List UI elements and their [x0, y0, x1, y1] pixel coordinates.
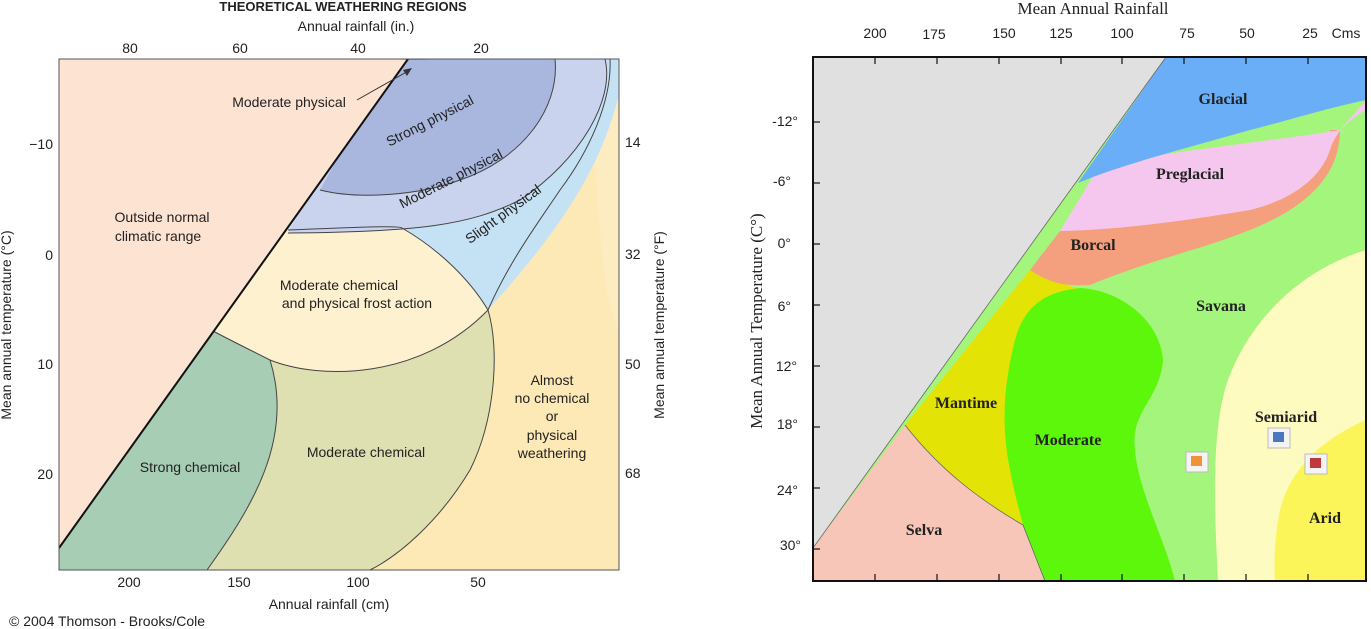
- copyright: © 2004 Thomson - Brooks/Cole: [9, 613, 205, 629]
- label-moderate-chemical: Moderate chemical: [307, 444, 425, 460]
- region-arid: [1274, 420, 1366, 581]
- label-preglacial: Preglacial: [1156, 166, 1225, 183]
- left-bottom-tick: 200: [117, 574, 141, 590]
- left-plot-frame: [58, 58, 620, 571]
- label-almost-4: physical: [527, 427, 578, 443]
- left-top-tick: 40: [350, 40, 366, 56]
- right-y-axis-label: Mean annual temperature (°F): [651, 231, 667, 419]
- right-y-tick: -12°: [772, 113, 798, 129]
- right-y-tick: 14: [625, 134, 641, 150]
- left-y-tick: −10: [29, 136, 53, 152]
- label-savana: Savana: [1196, 298, 1246, 315]
- label-frost-1: Moderate chemical: [280, 277, 398, 293]
- marker-blue: [1267, 427, 1291, 449]
- region-selva: [813, 425, 1045, 581]
- label-mantime: Mantime: [935, 395, 997, 412]
- label-arid: Arid: [1309, 510, 1341, 527]
- right-y-tick: 30°: [780, 537, 801, 553]
- label-outside-range-2: climatic range: [115, 228, 202, 244]
- right-y-tick: 18°: [777, 416, 798, 432]
- right-y-tick: 24°: [777, 482, 798, 498]
- marker-red: [1304, 453, 1328, 475]
- left-weathering-diagram: THEORETICAL WEATHERING REGIONS Annual ra…: [0, 0, 667, 629]
- right-top-tick: 25: [1302, 25, 1318, 41]
- region-glacial: [1078, 57, 1366, 183]
- left-boundaries: [206, 59, 611, 570]
- region-mantime: [905, 270, 1080, 525]
- right-y-tick: 12°: [776, 358, 797, 374]
- right-tick-marks: [813, 57, 1309, 581]
- left-top-tick: 20: [473, 40, 489, 56]
- right-top-tick: 175: [922, 26, 946, 42]
- label-selva: Selva: [906, 522, 942, 539]
- callout-arrowhead: [403, 68, 412, 76]
- right-climate-diagram: Mean Annual Rainfall 200 175 150 125 100…: [747, 0, 1367, 582]
- region-moderate-chemical: [207, 310, 495, 570]
- right-plot-frame: [812, 56, 1367, 582]
- label-frost-2: and physical frost action: [282, 295, 432, 311]
- label-outside-range-1: Outside normal: [115, 209, 210, 225]
- label-almost-2: no chemical: [515, 390, 590, 406]
- callout-arrow: [356, 69, 411, 101]
- left-bottom-axis-label: Annual rainfall (cm): [269, 596, 390, 612]
- region-preglacial: [1060, 100, 1366, 231]
- right-top-axis-label: Mean Annual Rainfall: [1017, 0, 1168, 18]
- right-top-tick: 75: [1179, 25, 1195, 41]
- label-semiarid: Semiarid: [1255, 409, 1317, 426]
- right-y-tick: -6°: [773, 173, 791, 189]
- right-top-tick: 50: [1239, 25, 1255, 41]
- region-frost-action: [213, 226, 488, 372]
- left-y-axis-label: Mean annual temperature (°C): [0, 230, 14, 419]
- right-top-tick: 200: [863, 25, 887, 41]
- left-title: THEORETICAL WEATHERING REGIONS: [219, 0, 467, 14]
- climatic-limit-line: [59, 59, 409, 549]
- right-top-tick-unit: Cms: [1332, 25, 1361, 41]
- right-y-axis-label: Mean Annual Temperature (C°): [747, 213, 766, 428]
- left-top-tick: 60: [232, 40, 248, 56]
- right-y-tick: 0°: [778, 235, 791, 251]
- left-top-tick: 80: [122, 40, 138, 56]
- left-bottom-tick: 100: [346, 574, 370, 590]
- right-y-tick: 32: [625, 246, 641, 262]
- left-bottom-tick: 150: [227, 574, 251, 590]
- region-moderate: [1004, 288, 1175, 581]
- left-bottom-tick: 50: [470, 574, 486, 590]
- right-boundaries: [813, 57, 1167, 581]
- marker-orange: [1185, 451, 1209, 473]
- label-boreal: Borcal: [1070, 237, 1116, 254]
- label-moderate: Moderate: [1035, 432, 1102, 449]
- right-y-tick: 6°: [778, 298, 791, 314]
- right-y-tick: 50: [625, 356, 641, 372]
- label-strong-chemical: Strong chemical: [140, 459, 240, 475]
- label-almost-5: weathering: [517, 445, 587, 461]
- label-almost-3: or: [546, 408, 559, 424]
- region-strong-chemical: [59, 331, 278, 570]
- left-y-tick: 0: [45, 247, 53, 263]
- region-boreal: [1030, 130, 1340, 286]
- right-top-tick: 125: [1049, 25, 1073, 41]
- right-top-tick: 150: [992, 25, 1016, 41]
- label-moderate-physical-callout: Moderate physical: [232, 94, 346, 110]
- left-y-tick: 10: [37, 356, 53, 372]
- right-y-tick: 68: [625, 465, 641, 481]
- right-top-tick: 100: [1110, 25, 1134, 41]
- label-almost-1: Almost: [531, 372, 574, 388]
- left-y-tick: 20: [37, 466, 53, 482]
- label-glacial: Glacial: [1199, 91, 1248, 108]
- left-top-axis-label: Annual rainfall (in.): [298, 18, 415, 34]
